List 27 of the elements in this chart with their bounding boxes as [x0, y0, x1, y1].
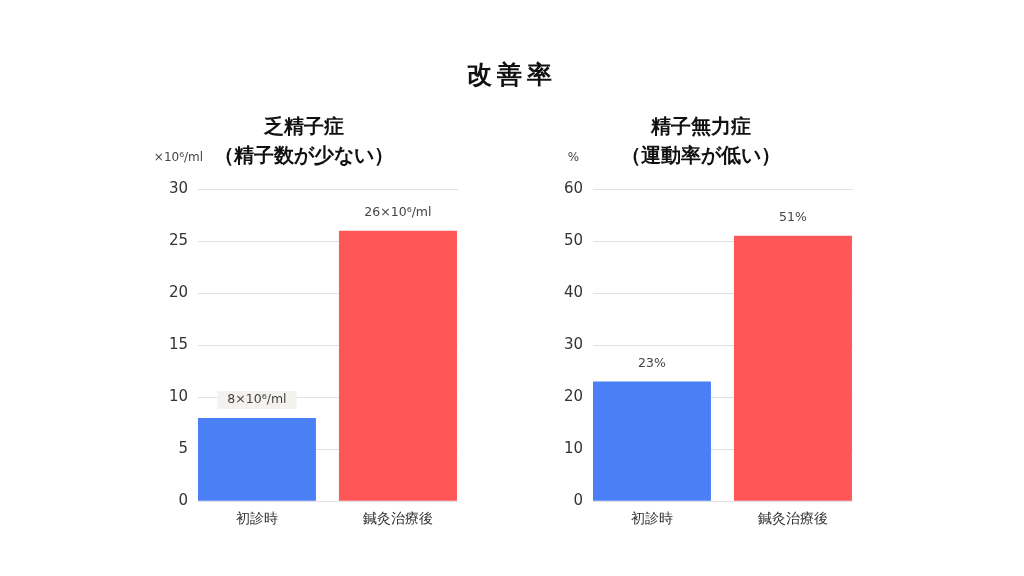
data-label: 8×10⁶/ml — [227, 391, 287, 407]
x-tick-label: 鍼灸治療後 — [362, 510, 433, 527]
y-tick-label: 20 — [563, 387, 583, 406]
y-tick-label: 60 — [563, 178, 583, 197]
y-tick-label: 15 — [168, 334, 188, 353]
y-tick-label: 40 — [563, 282, 583, 301]
chart-subtitle: 精子無力症（運動率が低い） — [620, 113, 781, 167]
y-tick-label: 10 — [563, 439, 583, 458]
y-tick-label: 0 — [178, 491, 188, 510]
y-tick-label: 30 — [563, 334, 583, 353]
y-tick-label: 25 — [168, 230, 188, 249]
y-tick-label: 50 — [563, 230, 583, 249]
y-tick-label: 5 — [178, 439, 188, 458]
y-axis-title: % — [567, 150, 580, 165]
data-label: 26×10⁶/ml — [364, 203, 432, 219]
chart-subtitle: 乏精子症（精子数が少ない） — [214, 113, 394, 167]
data-label: 23% — [638, 354, 666, 370]
y-axis-title: ×10⁶/ml — [153, 150, 204, 165]
y-tick-label: 30 — [168, 178, 188, 197]
text: 改善率 — [466, 59, 558, 91]
y-tick-label: 0 — [573, 491, 583, 510]
data-label: 51% — [779, 209, 807, 225]
x-tick-label: 初診時 — [630, 510, 673, 527]
x-tick-label: 初診時 — [235, 510, 278, 527]
x-tick-label: 鍼灸治療後 — [757, 510, 828, 527]
y-tick-label: 20 — [168, 282, 188, 301]
y-tick-label: 10 — [168, 387, 188, 406]
